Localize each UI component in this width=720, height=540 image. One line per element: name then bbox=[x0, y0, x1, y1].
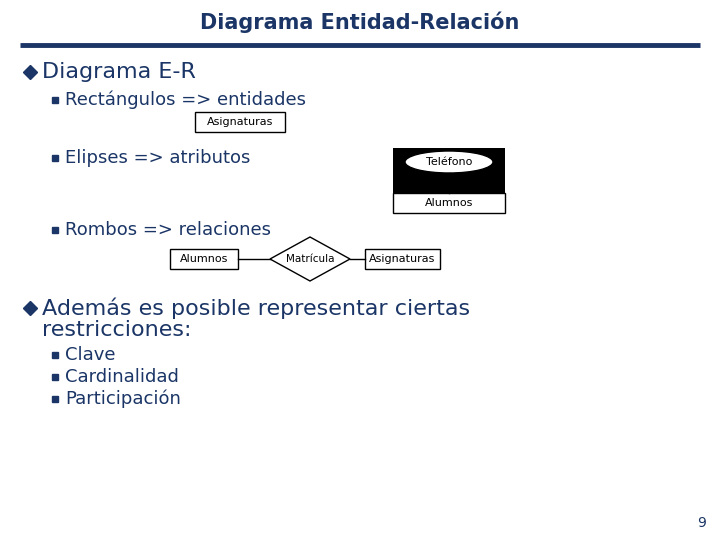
Text: 9: 9 bbox=[697, 516, 706, 530]
Bar bbox=[365, 249, 440, 269]
Text: Teléfono: Teléfono bbox=[426, 157, 472, 167]
Text: Además es posible representar ciertas: Además es posible representar ciertas bbox=[42, 297, 470, 319]
Text: Alumnos: Alumnos bbox=[425, 198, 473, 208]
Text: Diagrama E-R: Diagrama E-R bbox=[42, 62, 196, 82]
Text: Diagrama Entidad-Relación: Diagrama Entidad-Relación bbox=[200, 11, 520, 33]
Text: restricciones:: restricciones: bbox=[42, 320, 192, 340]
Text: Rombos => relaciones: Rombos => relaciones bbox=[65, 221, 271, 239]
Text: Asignaturas: Asignaturas bbox=[369, 254, 436, 264]
Text: Asignaturas: Asignaturas bbox=[207, 117, 273, 127]
Polygon shape bbox=[270, 237, 350, 281]
Text: Alumnos: Alumnos bbox=[180, 254, 228, 264]
Text: Participación: Participación bbox=[65, 390, 181, 408]
Text: Clave: Clave bbox=[65, 346, 115, 364]
Bar bbox=[393, 193, 505, 213]
Bar bbox=[170, 249, 238, 269]
Text: Matrícula: Matrícula bbox=[286, 254, 334, 264]
Text: Elipses => atributos: Elipses => atributos bbox=[65, 149, 251, 167]
Text: Cardinalidad: Cardinalidad bbox=[65, 368, 179, 386]
Bar bbox=[393, 148, 505, 206]
Ellipse shape bbox=[405, 151, 493, 173]
Text: Rectángulos => entidades: Rectángulos => entidades bbox=[65, 91, 306, 109]
Bar bbox=[195, 112, 285, 132]
